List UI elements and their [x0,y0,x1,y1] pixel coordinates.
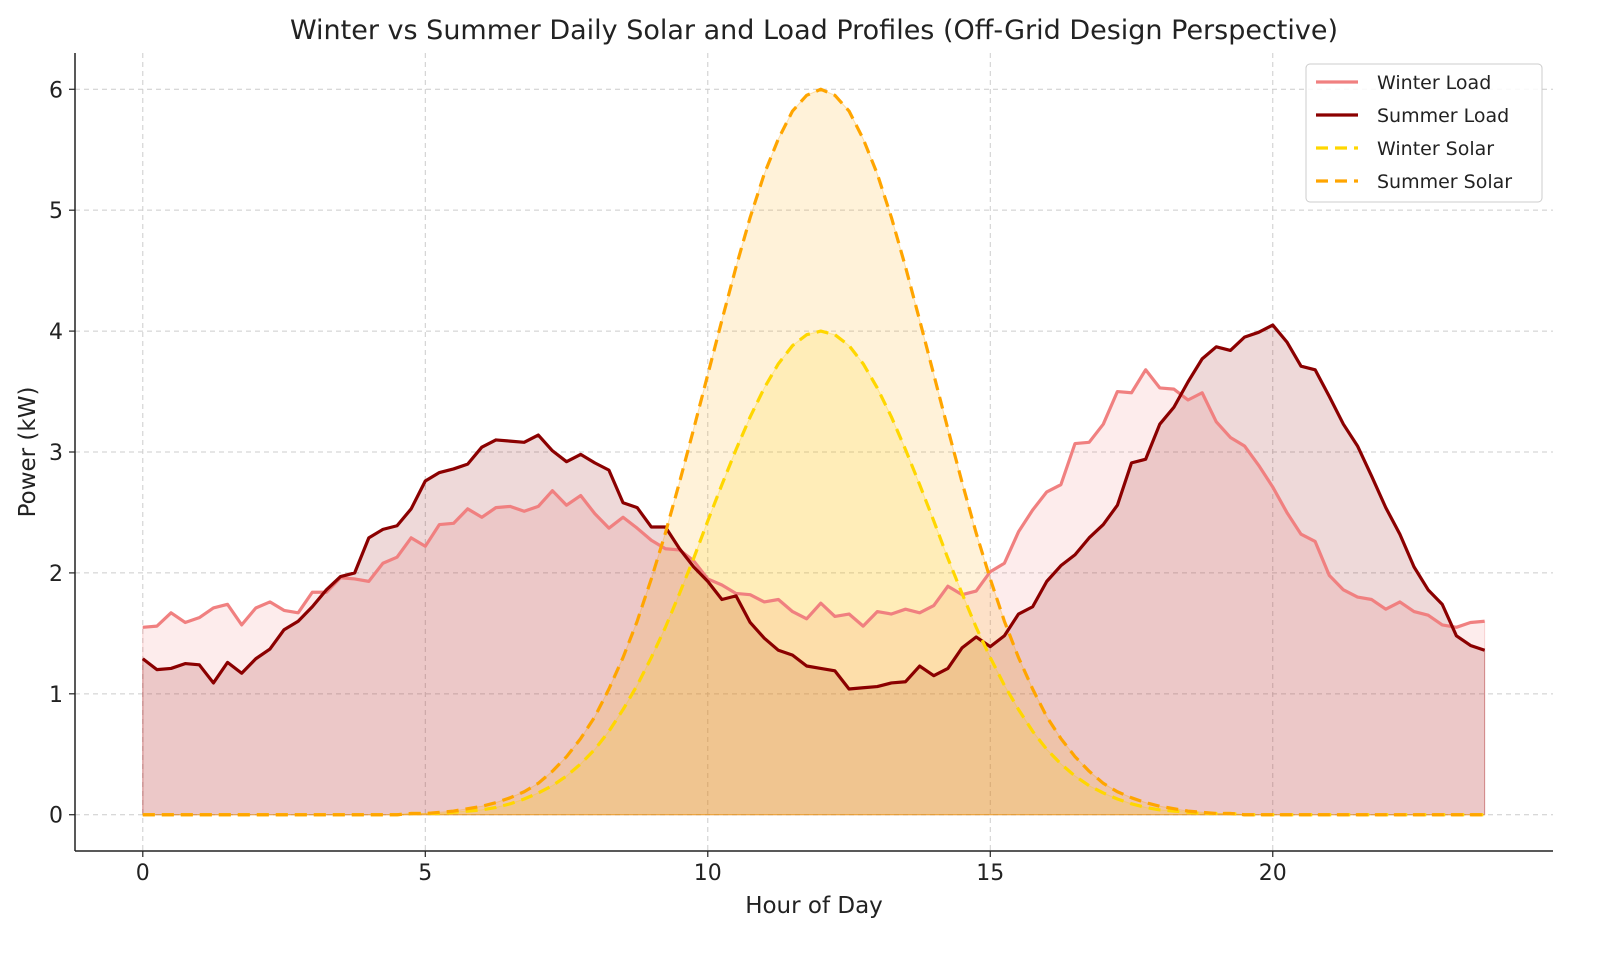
y-tick-label: 6 [49,78,63,103]
legend-label-summer-solar: Summer Solar [1377,171,1512,193]
y-tick-label: 1 [49,683,63,708]
y-tick-label: 4 [49,320,63,345]
ticks: 0 5 10 15 20 0 1 2 3 4 5 6 [49,78,1287,886]
x-tick-label: 15 [976,861,1004,886]
x-tick-label: 5 [418,861,432,886]
series-lines [141,87,1486,817]
legend-label-summer-load: Summer Load [1377,105,1509,127]
y-axis-label: Power (kW) [15,387,41,518]
y-tick-label: 2 [49,562,63,587]
legend-label-winter-load: Winter Load [1377,72,1491,94]
winter-load-line [142,368,1485,629]
x-axis-label: Hour of Day [745,893,883,919]
y-tick-label: 0 [49,804,63,829]
x-tick-label: 10 [694,861,722,886]
x-tick-label: 0 [136,861,150,886]
chart-title: Winter vs Summer Daily Solar and Load Pr… [290,15,1338,46]
summer-solar-line [142,87,1485,817]
grid [75,53,1553,851]
area-fills [142,88,1486,816]
legend-label-winter-solar: Winter Solar [1377,138,1494,160]
summer-load-line [141,323,1486,691]
y-tick-label: 5 [49,199,63,224]
legend: Winter Load Summer Load Winter Solar Summer… [1305,63,1543,203]
y-tick-label: 3 [49,441,63,466]
x-tick-label: 20 [1259,861,1287,886]
legend-box [1305,63,1543,203]
